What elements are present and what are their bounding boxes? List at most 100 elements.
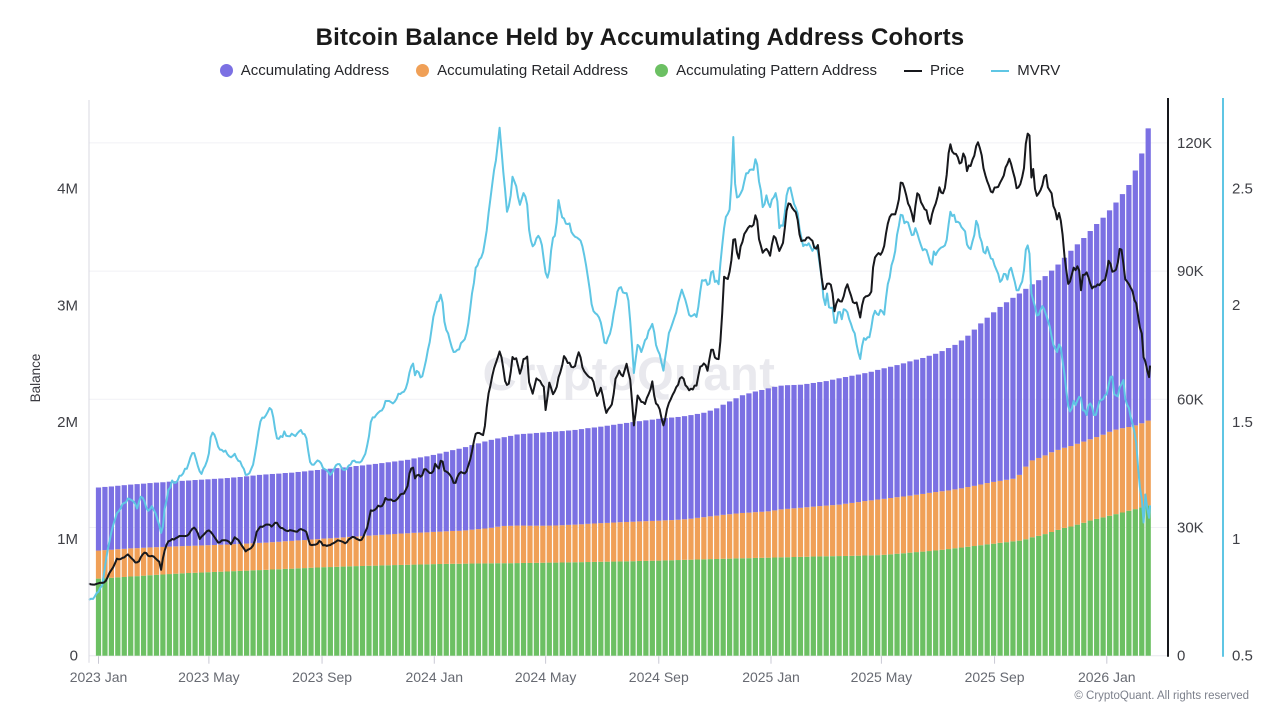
bar-segment[interactable] xyxy=(965,487,971,547)
bar-segment[interactable] xyxy=(830,379,836,506)
bar-segment[interactable] xyxy=(1074,443,1080,525)
bar-segment[interactable] xyxy=(462,447,469,531)
bar-segment[interactable] xyxy=(321,538,327,568)
bar-segment[interactable] xyxy=(95,578,102,656)
bar-segment[interactable] xyxy=(321,469,327,539)
bar-segment[interactable] xyxy=(714,558,720,656)
bar-segment[interactable] xyxy=(237,477,243,544)
bar-segment[interactable] xyxy=(862,555,868,656)
bar-segment[interactable] xyxy=(372,535,379,566)
bar-segment[interactable] xyxy=(553,562,559,656)
bar-segment[interactable] xyxy=(237,543,243,571)
bar-segment[interactable] xyxy=(276,541,282,570)
bar-segment[interactable] xyxy=(784,508,791,558)
bar-segment[interactable] xyxy=(359,536,366,566)
bar-segment[interactable] xyxy=(237,570,243,656)
bar-segment[interactable] xyxy=(469,445,475,530)
bar-segment[interactable] xyxy=(688,559,694,656)
bar-segment[interactable] xyxy=(726,514,733,559)
bar-segment[interactable] xyxy=(681,559,688,656)
bar-segment[interactable] xyxy=(102,486,108,551)
bar-segment[interactable] xyxy=(295,568,301,656)
bar-segment[interactable] xyxy=(585,562,591,656)
bar-segment[interactable] xyxy=(978,484,984,546)
bar-segment[interactable] xyxy=(849,502,855,556)
bar-segment[interactable] xyxy=(836,556,842,656)
bar-segment[interactable] xyxy=(842,503,849,556)
bar-segment[interactable] xyxy=(643,420,649,522)
bar-segment[interactable] xyxy=(475,529,482,564)
bar-segment[interactable] xyxy=(797,556,804,656)
bar-segment[interactable] xyxy=(218,478,224,545)
bar-segment[interactable] xyxy=(1094,224,1100,438)
bar-segment[interactable] xyxy=(991,481,997,544)
bar-segment[interactable] xyxy=(147,483,153,548)
bar-segment[interactable] xyxy=(791,384,797,509)
bar-segment[interactable] xyxy=(475,443,482,530)
bar-segment[interactable] xyxy=(804,507,810,557)
bar-segment[interactable] xyxy=(662,520,668,561)
bar-segment[interactable] xyxy=(115,485,121,550)
bar-segment[interactable] xyxy=(353,536,359,567)
bar-segment[interactable] xyxy=(694,413,701,518)
bar-segment[interactable] xyxy=(978,545,984,656)
bar-segment[interactable] xyxy=(437,564,443,656)
bar-segment[interactable] xyxy=(469,563,475,656)
bar-segment[interactable] xyxy=(997,480,1003,543)
bar-segment[interactable] xyxy=(1113,202,1119,430)
bar-segment[interactable] xyxy=(456,530,462,564)
bar-segment[interactable] xyxy=(1010,297,1016,479)
bar-segment[interactable] xyxy=(772,557,778,656)
bar-segment[interactable] xyxy=(482,563,488,656)
bar-segment[interactable] xyxy=(868,371,874,501)
bar-segment[interactable] xyxy=(1132,509,1138,656)
bar-segment[interactable] xyxy=(1106,210,1113,432)
bar-segment[interactable] xyxy=(501,437,507,526)
bar-segment[interactable] xyxy=(153,574,160,656)
bar-segment[interactable] xyxy=(108,486,114,550)
bar-segment[interactable] xyxy=(308,470,314,540)
bar-segment[interactable] xyxy=(334,468,340,538)
bar-segment[interactable] xyxy=(688,415,694,519)
bar-segment[interactable] xyxy=(675,560,681,656)
bar-segment[interactable] xyxy=(933,550,939,656)
bar-segment[interactable] xyxy=(108,549,114,578)
bar-segment[interactable] xyxy=(900,553,907,656)
bar-segment[interactable] xyxy=(308,567,314,656)
bar-segment[interactable] xyxy=(1055,449,1061,530)
bar-segment[interactable] xyxy=(269,473,275,543)
bar-segment[interactable] xyxy=(855,502,862,556)
bar-segment[interactable] xyxy=(244,543,250,571)
bar-segment[interactable] xyxy=(527,433,533,526)
bar-segment[interactable] xyxy=(726,401,733,515)
bar-segment[interactable] xyxy=(669,417,675,521)
bar-segment[interactable] xyxy=(282,568,288,656)
bar-segment[interactable] xyxy=(186,545,192,574)
bar-segment[interactable] xyxy=(952,548,958,656)
bar-segment[interactable] xyxy=(508,563,514,656)
bar-segment[interactable] xyxy=(945,348,952,491)
bar-segment[interactable] xyxy=(166,481,172,547)
bar-segment[interactable] xyxy=(140,483,147,548)
bar-segment[interactable] xyxy=(520,525,527,563)
bar-segment[interactable] xyxy=(1145,505,1151,656)
bar-segment[interactable] xyxy=(746,512,752,559)
bar-segment[interactable] xyxy=(1087,439,1093,521)
bar-segment[interactable] xyxy=(765,557,771,656)
bar-segment[interactable] xyxy=(424,564,430,656)
bar-segment[interactable] xyxy=(1010,541,1016,656)
bar-segment[interactable] xyxy=(1100,217,1106,435)
bar-segment[interactable] xyxy=(1074,524,1080,656)
bar-segment[interactable] xyxy=(1016,293,1023,475)
bar-segment[interactable] xyxy=(115,577,121,656)
bar-segment[interactable] xyxy=(1139,423,1145,508)
bar-segment[interactable] xyxy=(392,565,398,656)
bar-segment[interactable] xyxy=(1042,276,1048,456)
bar-segment[interactable] xyxy=(392,533,398,566)
bar-segment[interactable] xyxy=(630,521,636,562)
bar-segment[interactable] xyxy=(392,461,398,534)
bar-segment[interactable] xyxy=(849,555,855,656)
bar-segment[interactable] xyxy=(572,524,578,563)
bar-segment[interactable] xyxy=(765,388,771,512)
bar-segment[interactable] xyxy=(1081,238,1087,442)
